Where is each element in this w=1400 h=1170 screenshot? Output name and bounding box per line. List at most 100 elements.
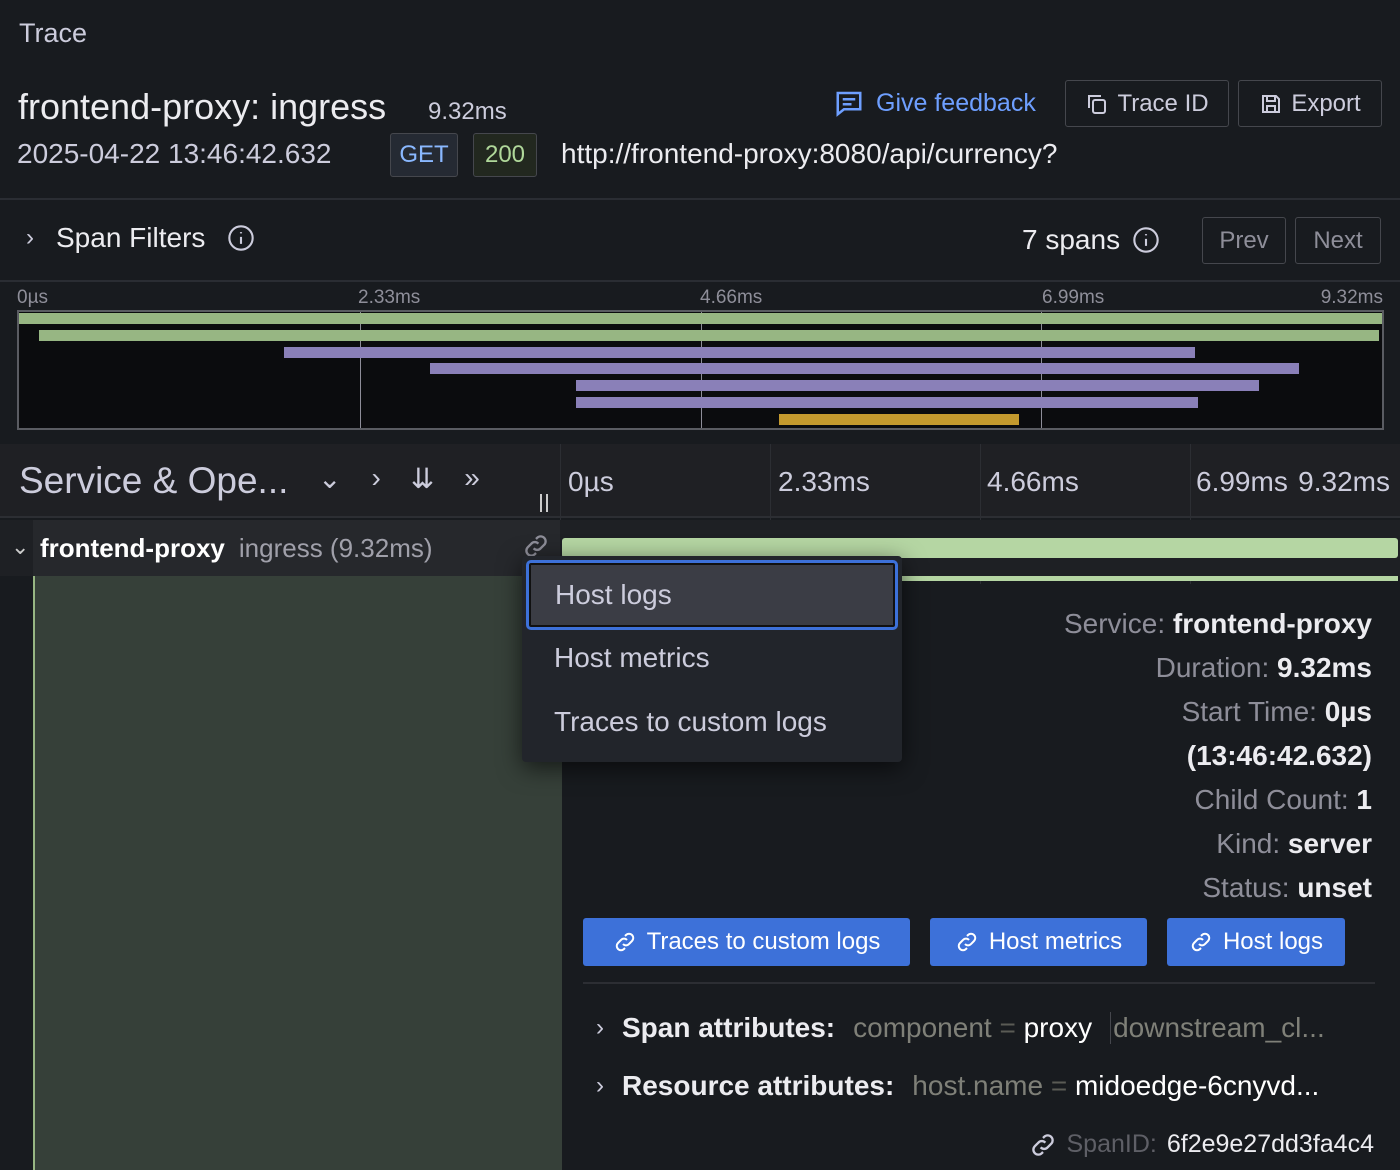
trace-timestamp: 2025-04-22 13:46:42.632 <box>17 138 332 169</box>
minimap-span-bar <box>576 380 1260 392</box>
span-detail-row: Duration: 9.32ms <box>1156 652 1372 684</box>
minimap-grid-line <box>359 312 361 428</box>
attr-eq: = <box>1050 1070 1068 1101</box>
trace-id-button[interactable]: Trace ID <box>1065 80 1229 127</box>
timeline-ticks: 0µs 2.33ms 4.66ms 6.99ms 9.32ms <box>560 444 1400 1170</box>
span-attributes-label: Span attributes: <box>622 1012 836 1043</box>
detail-key: Service: <box>1063 608 1166 639</box>
trace-duration: 9.32ms <box>428 98 507 125</box>
chevron-right-icon: › <box>596 1072 604 1099</box>
span-id[interactable]: SpanID: 6f2e9e27dd3fa4c4 <box>1029 1130 1374 1159</box>
attr-value: proxy <box>1023 1012 1093 1043</box>
detail-key: Child Count: <box>1194 784 1349 815</box>
resource-attributes-toggle[interactable]: › Resource attributes: host.name = midoe… <box>596 1070 1319 1102</box>
next-button[interactable]: Next <box>1295 217 1381 264</box>
timeline-header <box>0 444 1400 518</box>
trace-id-label: Trace ID <box>1117 89 1209 117</box>
grid-line <box>770 444 771 584</box>
timeline-tick: 6.99ms <box>1196 466 1288 497</box>
minimap-span-bar <box>39 329 1380 341</box>
menu-item-traces-to-custom-logs[interactable]: Traces to custom logs <box>522 690 900 754</box>
save-icon <box>1262 94 1281 113</box>
trace-title: frontend-proxy: ingress <box>18 86 387 127</box>
timeline-tick: 0µs <box>568 466 614 497</box>
link-icon[interactable] <box>522 532 550 560</box>
span-detail-row: Status: unset <box>1202 872 1372 904</box>
chevrons-double-right-icon[interactable]: » <box>464 462 480 493</box>
minimap-tick: 9.32ms <box>1320 287 1383 308</box>
detail-value: (13:46:42.632) <box>1186 740 1372 771</box>
resource-attributes-label: Resource attributes: <box>622 1070 895 1101</box>
link-icon <box>615 932 634 952</box>
chevron-down-icon[interactable]: ⌄ <box>11 534 30 559</box>
give-feedback-link[interactable]: Give feedback <box>834 88 1036 118</box>
span-count: 7 spans <box>1022 224 1160 256</box>
chevron-right-icon[interactable]: › <box>371 462 381 493</box>
minimap-span-bar <box>283 346 1195 358</box>
detail-value: 1 <box>1356 784 1372 815</box>
minimap-span-bar <box>576 397 1198 408</box>
minimap[interactable] <box>17 310 1384 430</box>
span-row-name[interactable]: frontend-proxy ingress (9.32ms) <box>33 520 560 576</box>
minimap-ticks: 0µs 2.33ms 4.66ms 6.99ms 9.32ms <box>17 287 1383 309</box>
menu-item-host-metrics[interactable]: Host metrics <box>522 626 900 690</box>
button-label: Host logs <box>1222 928 1324 955</box>
span-detail-indent <box>33 576 562 1170</box>
button-label: Traces to custom logs <box>646 928 881 955</box>
detail-key: Start Time: <box>1181 696 1317 727</box>
minimap-tick: 0µs <box>17 287 49 308</box>
timeline-tick: 2.33ms <box>778 466 870 497</box>
host-metrics-button[interactable]: Host metrics <box>930 918 1147 966</box>
span-filters-label: Span Filters <box>56 222 206 253</box>
detail-value: 0µs <box>1324 696 1372 727</box>
panel-title: Trace <box>19 18 88 48</box>
detail-key: Status: <box>1202 872 1290 903</box>
prev-button[interactable]: Prev <box>1202 217 1286 264</box>
span-detail-row: Start Time: 0µs <box>1182 696 1372 728</box>
button-label: Host metrics <box>988 928 1123 955</box>
detail-value: frontend-proxy <box>1172 608 1372 639</box>
attr-key: component <box>853 1012 992 1043</box>
export-button[interactable]: Export <box>1238 80 1382 127</box>
chevron-down-icon[interactable]: ⌄ <box>318 463 342 494</box>
span-attributes-toggle[interactable]: › Span attributes: component = proxy dow… <box>596 1012 1325 1044</box>
detail-key: Duration: <box>1155 652 1270 683</box>
minimap-tick: 4.66ms <box>700 287 763 308</box>
attr-eq: = <box>999 1012 1016 1043</box>
feedback-icon <box>836 91 862 117</box>
host-logs-button[interactable]: Host logs <box>1167 918 1345 966</box>
timeline-tick: 4.66ms <box>987 466 1079 497</box>
span-detail-accent <box>562 576 1398 581</box>
link-icon <box>957 932 977 952</box>
divider <box>0 280 1400 282</box>
attr-key: host.name <box>912 1070 1044 1101</box>
menu-item-host-logs[interactable]: Host logs <box>526 560 898 630</box>
attr-key: downstream_cl... <box>1110 1012 1325 1044</box>
detail-key: Kind: <box>1216 828 1281 859</box>
links-menu: Host logs Host metrics Traces to custom … <box>522 556 902 762</box>
menu-item-label: Traces to custom logs <box>554 706 827 737</box>
span-detail-row: Child Count: 1 <box>1195 784 1372 816</box>
detail-value: 9.32ms <box>1277 652 1372 683</box>
timeline-tick: 9.32ms <box>1298 466 1390 497</box>
minimap-span-bar <box>779 413 1020 425</box>
info-icon <box>1133 227 1159 253</box>
minimap-span-bar <box>19 313 1382 324</box>
span-id-value: 6f2e9e27dd3fa4c4 <box>1166 1130 1374 1158</box>
link-icon <box>1031 1133 1054 1156</box>
method-badge: GET <box>390 133 458 177</box>
minimap-tick: 2.33ms <box>358 287 421 308</box>
link-icon <box>1191 932 1211 952</box>
span-bar[interactable] <box>562 538 1398 558</box>
span-count-label: 7 spans <box>1022 224 1121 255</box>
give-feedback-label: Give feedback <box>876 88 1036 117</box>
chevron-right-icon: › <box>596 1014 604 1041</box>
divider <box>583 982 1375 984</box>
span-filters-toggle[interactable]: › Span Filters <box>26 222 255 254</box>
trace-url: http://frontend-proxy:8080/api/currency? <box>561 138 1058 169</box>
span-id-label: SpanID: <box>1066 1130 1157 1158</box>
traces-to-custom-logs-button[interactable]: Traces to custom logs <box>583 918 910 966</box>
chevrons-double-down-icon[interactable]: ⇊ <box>410 463 435 494</box>
menu-item-label: Host metrics <box>554 642 710 673</box>
column-resize-handle[interactable] <box>540 494 548 512</box>
